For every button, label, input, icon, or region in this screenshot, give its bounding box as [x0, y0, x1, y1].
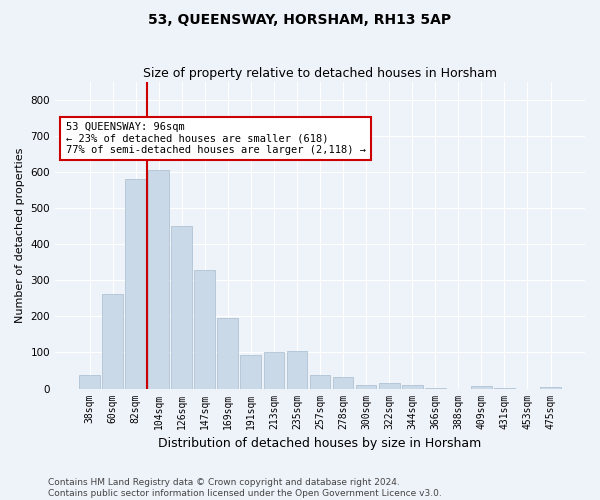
Bar: [379, 383, 400, 388]
Bar: [148, 170, 169, 388]
Y-axis label: Number of detached properties: Number of detached properties: [15, 148, 25, 323]
Bar: [79, 375, 100, 388]
Bar: [356, 384, 376, 388]
Bar: [194, 270, 215, 388]
Title: Size of property relative to detached houses in Horsham: Size of property relative to detached ho…: [143, 66, 497, 80]
Bar: [287, 350, 307, 389]
Bar: [471, 386, 492, 388]
Text: Contains HM Land Registry data © Crown copyright and database right 2024.
Contai: Contains HM Land Registry data © Crown c…: [48, 478, 442, 498]
Bar: [540, 387, 561, 388]
X-axis label: Distribution of detached houses by size in Horsham: Distribution of detached houses by size …: [158, 437, 482, 450]
Bar: [402, 385, 422, 388]
Bar: [217, 318, 238, 388]
Bar: [125, 180, 146, 388]
Bar: [332, 377, 353, 388]
Text: 53, QUEENSWAY, HORSHAM, RH13 5AP: 53, QUEENSWAY, HORSHAM, RH13 5AP: [148, 12, 452, 26]
Bar: [263, 352, 284, 388]
Bar: [172, 226, 192, 388]
Bar: [241, 356, 261, 388]
Bar: [102, 294, 123, 388]
Text: 53 QUEENSWAY: 96sqm
← 23% of detached houses are smaller (618)
77% of semi-detac: 53 QUEENSWAY: 96sqm ← 23% of detached ho…: [65, 122, 365, 155]
Bar: [310, 375, 331, 388]
